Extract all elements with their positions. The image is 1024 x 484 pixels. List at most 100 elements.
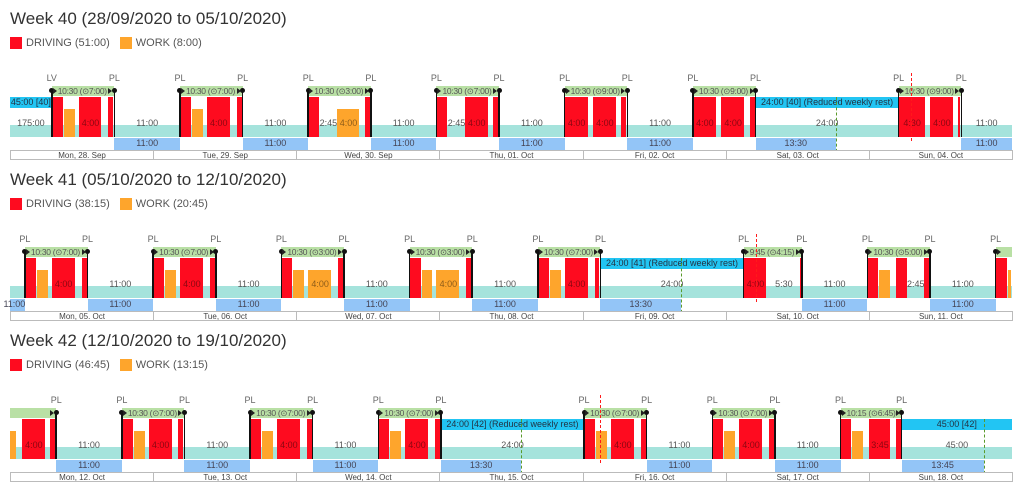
driving-block[interactable] xyxy=(153,258,165,298)
work-block[interactable] xyxy=(36,270,48,298)
work-block[interactable] xyxy=(879,270,891,298)
work-block[interactable] xyxy=(165,270,176,298)
shift-bar[interactable]: 10:30 (⊙7:00) xyxy=(436,86,500,96)
legend-item[interactable]: WORK (13:15) xyxy=(119,359,208,371)
daily-rest-bar[interactable]: 11:00 xyxy=(3,299,25,311)
legend-item[interactable]: DRIVING (38:15) xyxy=(10,198,110,210)
work-block[interactable] xyxy=(390,431,402,459)
daily-rest-bar[interactable]: 11:00 xyxy=(312,460,379,472)
driving-block[interactable] xyxy=(640,419,646,459)
work-block[interactable] xyxy=(852,431,864,459)
daily-rest-bar[interactable]: 11:00 xyxy=(472,299,538,311)
driving-block[interactable] xyxy=(537,258,549,298)
driving-block[interactable] xyxy=(121,419,133,459)
shift-bar[interactable]: 10:15 (⊙6:45) xyxy=(840,408,902,418)
driving-block[interactable] xyxy=(895,258,907,298)
driving-block[interactable] xyxy=(148,419,172,459)
driving-block[interactable] xyxy=(868,419,891,459)
driving-block[interactable] xyxy=(24,258,36,298)
driving-block[interactable] xyxy=(338,258,343,298)
work-block[interactable] xyxy=(1007,270,1011,298)
driving-block[interactable] xyxy=(621,97,627,137)
driving-block[interactable] xyxy=(178,419,184,459)
work-block[interactable] xyxy=(421,270,433,298)
driving-block[interactable] xyxy=(692,97,716,137)
work-block[interactable] xyxy=(293,270,305,298)
weekly-rest-bar[interactable]: 45:00 [42] xyxy=(901,419,1012,430)
shift-bar[interactable] xyxy=(995,247,1012,257)
driving-block[interactable] xyxy=(51,258,75,298)
work-block[interactable] xyxy=(549,270,561,298)
weekly-rest-bar[interactable]: 45:00 [40] xyxy=(10,97,52,108)
daily-rest-bar[interactable]: 11:00 xyxy=(114,138,180,150)
driving-block[interactable] xyxy=(721,97,745,137)
driving-block[interactable] xyxy=(749,97,755,137)
driving-block[interactable] xyxy=(995,258,1007,298)
daily-rest-bar[interactable]: 13:30 xyxy=(600,299,681,311)
daily-rest-bar[interactable]: 11:00 xyxy=(344,299,410,311)
legend-item[interactable]: DRIVING (51:00) xyxy=(10,37,110,49)
work-block[interactable] xyxy=(308,270,332,298)
daily-rest-bar[interactable]: 11:00 xyxy=(242,138,309,150)
driving-block[interactable] xyxy=(306,419,312,459)
driving-block[interactable] xyxy=(958,97,961,137)
driving-block[interactable] xyxy=(50,419,56,459)
daily-rest-bar[interactable]: 11:00 xyxy=(215,299,282,311)
daily-rest-bar[interactable]: 11:00 xyxy=(961,138,1012,150)
work-block[interactable] xyxy=(10,431,17,459)
shift-bar[interactable]: 10:30 (⊙7:00) xyxy=(179,86,243,96)
shift-bar[interactable]: 10:30 (⊙5:00) xyxy=(867,247,930,257)
work-block[interactable] xyxy=(436,270,460,298)
driving-block[interactable] xyxy=(276,419,300,459)
driving-block[interactable] xyxy=(434,419,440,459)
daily-rest-bar[interactable]: 11:00 xyxy=(801,299,868,311)
shift-bar[interactable]: 10:30 (⊙9:00) xyxy=(692,86,756,96)
driving-block[interactable] xyxy=(466,258,472,298)
driving-block[interactable] xyxy=(364,97,370,137)
driving-block[interactable] xyxy=(250,419,261,459)
shift-bar[interactable]: 10:30 (⊙7:00) xyxy=(584,408,647,418)
driving-block[interactable] xyxy=(594,258,600,298)
legend-item[interactable]: WORK (8:00) xyxy=(119,37,202,49)
driving-block[interactable] xyxy=(21,419,45,459)
legend-item[interactable]: WORK (20:45) xyxy=(119,198,208,210)
daily-rest-bar[interactable]: 11:00 xyxy=(646,460,713,472)
driving-block[interactable] xyxy=(924,258,929,298)
driving-block[interactable] xyxy=(81,258,87,298)
driving-block[interactable] xyxy=(610,419,634,459)
driving-block[interactable] xyxy=(493,97,499,137)
driving-block[interactable] xyxy=(179,97,191,137)
driving-block[interactable] xyxy=(51,97,63,137)
daily-rest-bar[interactable]: 13:30 xyxy=(440,460,522,472)
shift-bar[interactable]: 10:30 (⊙7:00) xyxy=(51,86,115,96)
weekly-rest-bar[interactable]: 24:00 [40] (Reduced weekly rest) xyxy=(755,97,899,108)
legend-item[interactable]: DRIVING (46:45) xyxy=(10,359,110,371)
shift-bar[interactable]: 10:30 (⊙7:00) xyxy=(121,408,185,418)
shift-bar[interactable]: 10:30 (⊙9:00) xyxy=(898,86,962,96)
shift-bar[interactable]: 10:30 (⊙3:00) xyxy=(409,247,473,257)
daily-rest-bar[interactable]: 11:00 xyxy=(87,299,154,311)
driving-block[interactable] xyxy=(436,97,448,137)
daily-rest-bar[interactable]: 11:00 xyxy=(499,138,565,150)
daily-rest-bar[interactable]: 13:30 xyxy=(755,138,837,150)
weekly-rest-bar[interactable]: 24:00 [41] (Reduced weekly rest) xyxy=(600,258,744,269)
shift-bar[interactable]: 10:30 (⊙3:00) xyxy=(308,86,371,96)
shift-bar[interactable]: 10:30 (⊙7:00) xyxy=(24,247,88,257)
work-block[interactable] xyxy=(724,431,736,459)
driving-block[interactable] xyxy=(378,419,390,459)
driving-block[interactable] xyxy=(409,258,421,298)
shift-bar[interactable]: 10:30 (⊙7:00) xyxy=(250,408,313,418)
shift-bar[interactable]: 10:30 (⊙3:00) xyxy=(281,247,344,257)
driving-block[interactable] xyxy=(281,258,293,298)
driving-block[interactable] xyxy=(236,97,242,137)
shift-bar[interactable] xyxy=(10,408,57,418)
daily-rest-bar[interactable]: 11:00 xyxy=(184,460,251,472)
driving-block[interactable] xyxy=(405,419,428,459)
daily-rest-bar[interactable]: 11:00 xyxy=(774,460,841,472)
driving-block[interactable] xyxy=(768,419,774,459)
driving-block[interactable] xyxy=(840,419,852,459)
driving-block[interactable] xyxy=(206,97,230,137)
driving-block[interactable] xyxy=(209,258,215,298)
driving-block[interactable] xyxy=(564,97,588,137)
shift-bar[interactable]: 10:30 (⊙7:00) xyxy=(153,247,216,257)
